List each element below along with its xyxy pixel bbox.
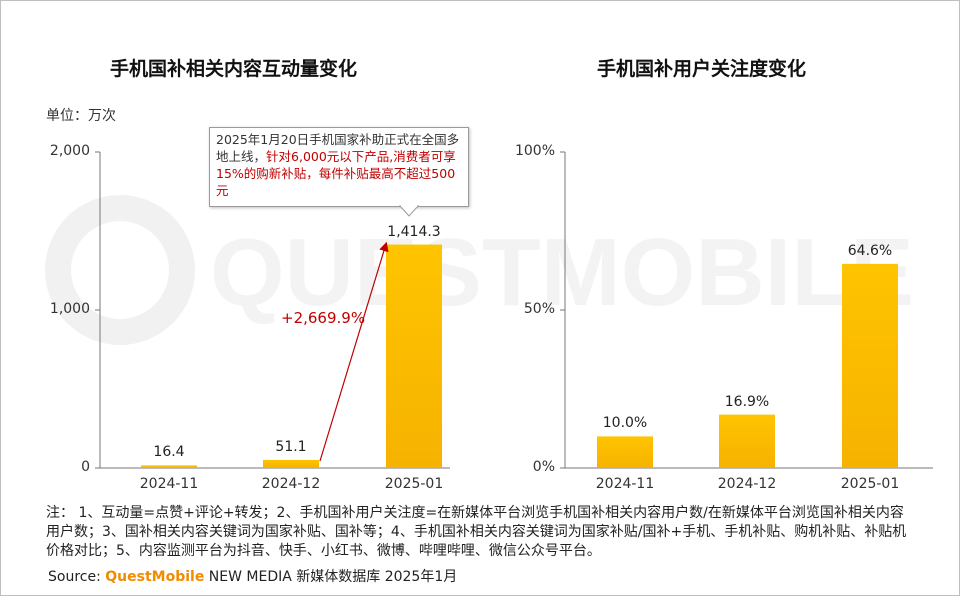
source-line: Source: QuestMobile NEW MEDIA 新媒体数据库 202… — [48, 566, 457, 586]
left-data-label: 51.1 — [275, 438, 307, 455]
source-suffix: NEW MEDIA 新媒体数据库 2025年1月 — [204, 569, 458, 585]
left-x-tick-label: 2024-11 — [139, 476, 199, 492]
left-bar-2025-01 — [386, 244, 442, 468]
right-data-label: 64.6% — [847, 242, 893, 259]
source-prefix: Source: — [48, 569, 106, 585]
left-bar-2024-11 — [141, 465, 197, 468]
right-data-label: 16.9% — [724, 393, 770, 410]
right-bar-2024-11 — [597, 436, 653, 468]
left-y-tick-label: 1,000 — [49, 301, 90, 317]
right-y-tick-label: 50% — [523, 301, 555, 317]
right-data-label: 10.0% — [602, 415, 648, 432]
right-x-tick-label: 2025-01 — [840, 476, 900, 492]
callout-text-red: 针对6,000元以下产品,消费者可享15%的购新补贴，每件补贴最高不超过500元 — [216, 149, 456, 198]
right-x-tick-label: 2024-12 — [717, 476, 777, 492]
left-bar-2024-12 — [263, 459, 319, 468]
growth-arrow — [319, 241, 389, 462]
left-data-label: 16.4 — [153, 444, 185, 461]
footnote: 注： 1、互动量=点赞+评论+转发；2、手机国补用户关注度=在新媒体平台浏览手机… — [46, 505, 907, 559]
source-brand: QuestMobile — [105, 569, 205, 585]
right-y-tick-label: 100% — [514, 143, 555, 159]
policy-callout: 2025年1月20日手机国家补助正式在全国多地上线，针对6,000元以下产品,消… — [209, 127, 469, 207]
right-y-tick-label: 0% — [532, 459, 555, 475]
left-y-tick-label: 2,000 — [49, 143, 90, 159]
left-y-tick-label: 0 — [81, 459, 90, 475]
left-chart — [95, 151, 450, 469]
left-x-tick-label: 2025-01 — [384, 476, 444, 492]
left-unit-label: 单位：万次 — [46, 108, 116, 124]
right-bar-2025-01 — [842, 263, 898, 468]
left-chart-title: 手机国补相关内容互动量变化 — [110, 58, 358, 80]
right-chart-title: 手机国补用户关注度变化 — [597, 58, 807, 80]
callout-text-black: 2025年1月20日手机国家补助正式在全国多地上线， — [216, 132, 460, 164]
left-data-label: 1,414.3 — [387, 223, 441, 240]
growth-label: +2,669.9% — [281, 309, 366, 327]
left-x-tick-label: 2024-12 — [261, 476, 321, 492]
right-x-tick-label: 2024-11 — [595, 476, 655, 492]
right-bar-2024-12 — [719, 414, 775, 468]
right-chart — [560, 151, 933, 469]
